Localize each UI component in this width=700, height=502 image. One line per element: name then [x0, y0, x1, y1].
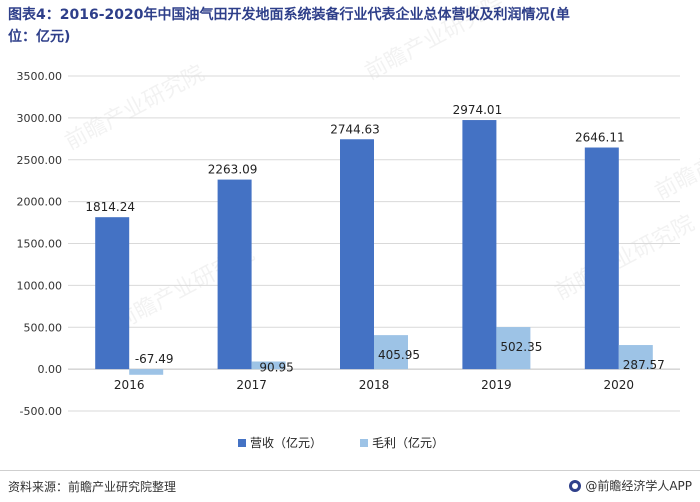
y-tick-label: 2000.00 — [17, 196, 63, 209]
y-tick-label: -500.00 — [20, 405, 62, 418]
data-label: 2744.63 — [330, 122, 380, 136]
chart-title: 图表4：2016-2020年中国油气田开发地面系统装备行业代表企业总体营收及利润… — [8, 4, 692, 48]
x-tick-label: 2020 — [604, 378, 635, 392]
watermark-text: 前瞻产业研究院 — [551, 211, 699, 305]
legend-label: 毛利（亿元） — [372, 435, 444, 450]
legend-label: 营收（亿元） — [250, 435, 322, 450]
data-label: 2646.11 — [575, 131, 625, 145]
legend-swatch — [238, 439, 246, 447]
data-label: 1814.24 — [85, 200, 135, 214]
data-label: 502.35 — [500, 340, 542, 354]
brand-logo-icon — [569, 479, 582, 492]
y-tick-label: 3000.00 — [17, 112, 63, 125]
x-tick-label: 2019 — [481, 378, 512, 392]
title-line-2: 位：亿元) — [8, 29, 71, 45]
source-note: 资料来源：前瞻产业研究院整理 — [8, 480, 177, 494]
y-tick-label: 0.00 — [38, 363, 63, 376]
y-tick-label: 3500.00 — [17, 70, 63, 83]
bar-profit — [129, 369, 164, 375]
legend-swatch — [360, 439, 368, 447]
x-tick-label: 2018 — [359, 378, 390, 392]
watermark-text: 前瞻产业研究院 — [651, 111, 700, 205]
bar-revenue — [217, 179, 252, 370]
data-label: 405.95 — [378, 348, 420, 362]
title-line-1: 图表4：2016-2020年中国油气田开发地面系统装备行业代表企业总体营收及利润… — [8, 7, 570, 23]
data-label: 2974.01 — [453, 103, 503, 117]
y-tick-label: 2500.00 — [17, 154, 63, 167]
watermark-text: 前瞻产业研究院 — [61, 61, 209, 155]
y-tick-label: 1000.00 — [17, 279, 63, 292]
watermark-text: 前瞻产业研究院 — [361, 0, 509, 85]
x-tick-label: 2017 — [236, 378, 267, 392]
bar-revenue — [340, 139, 374, 370]
bar-profit — [251, 361, 286, 370]
bar-profit — [374, 335, 408, 370]
bar-profit — [618, 345, 653, 370]
bar-revenue — [95, 217, 130, 370]
footer: 资料来源：前瞻产业研究院整理 @前瞻经济学人APP — [0, 470, 700, 502]
data-label: 2263.09 — [208, 163, 258, 177]
brand-mark: @前瞻经济学人APP — [569, 477, 692, 494]
y-tick-label: 500.00 — [24, 321, 63, 334]
bar-revenue — [584, 147, 619, 370]
bar-profit — [496, 327, 531, 370]
data-label: 90.95 — [259, 361, 293, 375]
data-label: 287.57 — [623, 358, 665, 372]
brand-text: @前瞻经济学人APP — [585, 479, 692, 493]
bar-revenue — [462, 120, 497, 370]
y-tick-label: 1500.00 — [17, 238, 63, 251]
x-tick-label: 2016 — [114, 378, 145, 392]
data-label: -67.49 — [135, 352, 174, 366]
